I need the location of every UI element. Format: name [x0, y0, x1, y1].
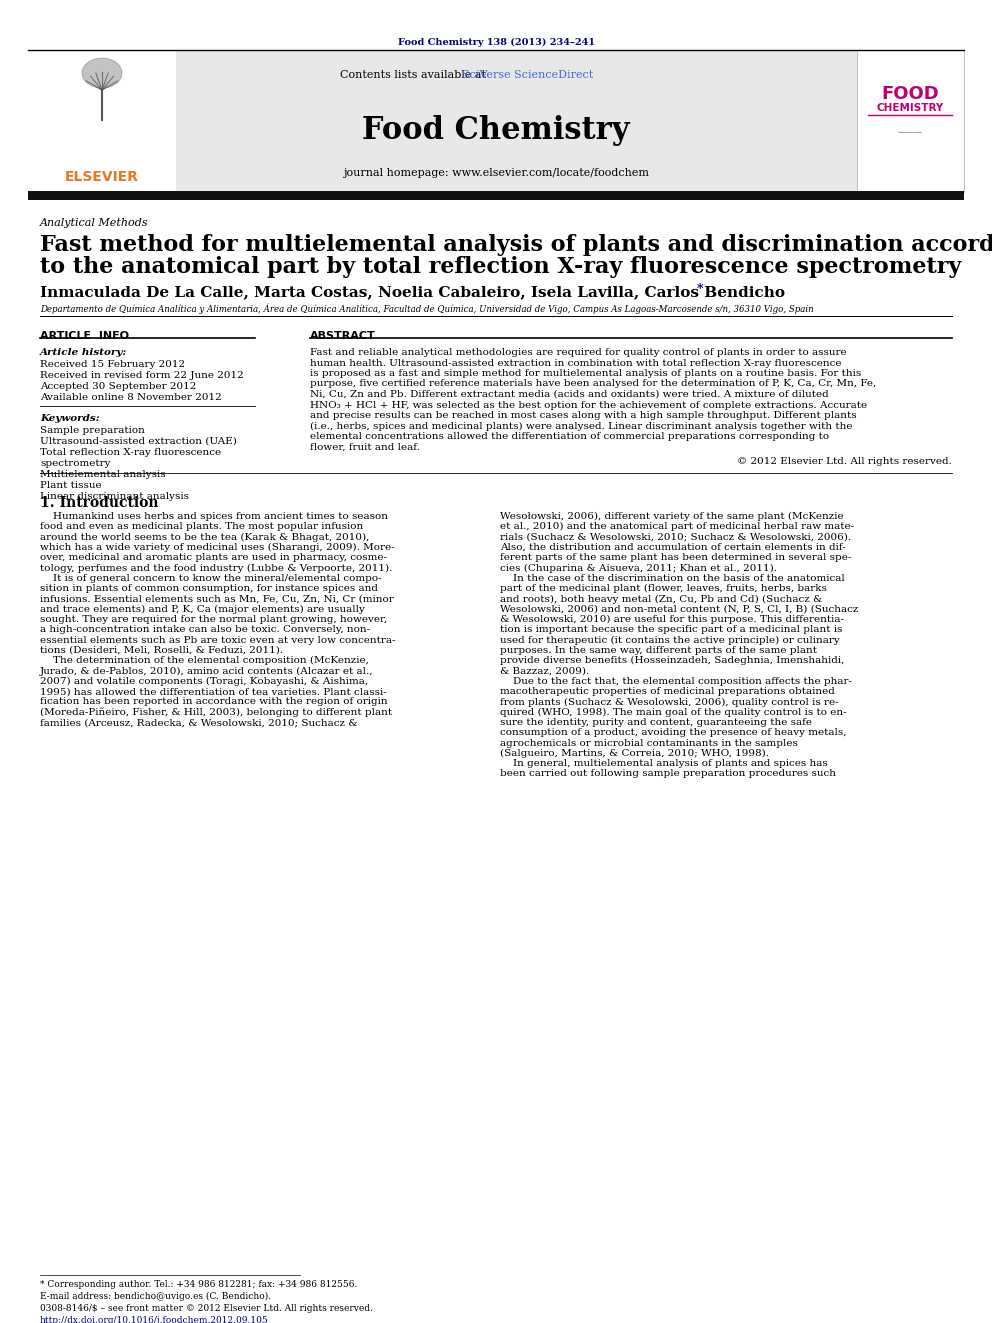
Text: (Salgueiro, Martins, & Correia, 2010; WHO, 1998).: (Salgueiro, Martins, & Correia, 2010; WH… — [500, 749, 769, 758]
Text: is proposed as a fast and simple method for multielemental analysis of plants on: is proposed as a fast and simple method … — [310, 369, 861, 378]
Text: Available online 8 November 2012: Available online 8 November 2012 — [40, 393, 222, 402]
Text: sure the identity, purity and content, guaranteeing the safe: sure the identity, purity and content, g… — [500, 718, 812, 728]
Text: consumption of a product, avoiding the presence of heavy metals,: consumption of a product, avoiding the p… — [500, 728, 846, 737]
Text: provide diverse benefits (Hosseinzadeh, Sadeghnia, Imenshahidi,: provide diverse benefits (Hosseinzadeh, … — [500, 656, 844, 665]
Text: Jurado, & de-Pablos, 2010), amino acid contents (Alcazar et al.,: Jurado, & de-Pablos, 2010), amino acid c… — [40, 667, 374, 676]
Text: Analytical Methods: Analytical Methods — [40, 218, 149, 228]
Text: http://dx.doi.org/10.1016/j.foodchem.2012.09.105: http://dx.doi.org/10.1016/j.foodchem.201… — [40, 1316, 269, 1323]
Text: et al., 2010) and the anatomical part of medicinal herbal raw mate-: et al., 2010) and the anatomical part of… — [500, 523, 854, 532]
Text: E-mail address: bendicho@uvigo.es (C. Bendicho).: E-mail address: bendicho@uvigo.es (C. Be… — [40, 1293, 271, 1301]
Text: spectrometry: spectrometry — [40, 459, 110, 468]
Text: flower, fruit and leaf.: flower, fruit and leaf. — [310, 442, 420, 451]
Text: Article history:: Article history: — [40, 348, 127, 357]
Text: The determination of the elemental composition (McKenzie,: The determination of the elemental compo… — [40, 656, 369, 665]
Text: Inmaculada De La Calle, Marta Costas, Noelia Cabaleiro, Isela Lavilla, Carlos Be: Inmaculada De La Calle, Marta Costas, No… — [40, 284, 785, 299]
Text: quired (WHO, 1998). The main goal of the quality control is to en-: quired (WHO, 1998). The main goal of the… — [500, 708, 846, 717]
Text: part of the medicinal plant (flower, leaves, fruits, herbs, barks: part of the medicinal plant (flower, lea… — [500, 583, 827, 593]
Text: and trace elements) and P, K, Ca (major elements) are usually: and trace elements) and P, K, Ca (major … — [40, 605, 365, 614]
Text: *: * — [697, 283, 703, 296]
Text: families (Arceusz, Radecka, & Wesolowski, 2010; Suchacz &: families (Arceusz, Radecka, & Wesolowski… — [40, 718, 357, 728]
Text: Fast method for multielemental analysis of plants and discrimination according: Fast method for multielemental analysis … — [40, 234, 992, 255]
Text: been carried out following sample preparation procedures such: been carried out following sample prepar… — [500, 770, 836, 778]
Text: CHEMISTRY: CHEMISTRY — [876, 103, 943, 112]
Text: In general, multielemental analysis of plants and spices has: In general, multielemental analysis of p… — [500, 759, 827, 769]
Text: Accepted 30 September 2012: Accepted 30 September 2012 — [40, 382, 196, 392]
Text: used for therapeutic (it contains the active principle) or culinary: used for therapeutic (it contains the ac… — [500, 635, 840, 644]
Text: tion is important because the specific part of a medicinal plant is: tion is important because the specific p… — [500, 626, 842, 634]
Text: 2007) and volatile components (Toragi, Kobayashi, & Aishima,: 2007) and volatile components (Toragi, K… — [40, 677, 368, 685]
Ellipse shape — [82, 58, 122, 89]
FancyBboxPatch shape — [28, 191, 964, 200]
Text: rials (Suchacz & Wesolowski, 2010; Suchacz & Wesolowski, 2006).: rials (Suchacz & Wesolowski, 2010; Sucha… — [500, 533, 851, 541]
Text: Ultrasound-assisted extraction (UAE): Ultrasound-assisted extraction (UAE) — [40, 437, 237, 446]
Text: SciVerse ScienceDirect: SciVerse ScienceDirect — [462, 70, 593, 79]
Text: 1995) has allowed the differentiation of tea varieties. Plant classi-: 1995) has allowed the differentiation of… — [40, 687, 387, 696]
Text: infusions. Essential elements such as Mn, Fe, Cu, Zn, Ni, Cr (minor: infusions. Essential elements such as Mn… — [40, 594, 394, 603]
Text: In the case of the discrimination on the basis of the anatomical: In the case of the discrimination on the… — [500, 574, 845, 583]
Text: Due to the fact that, the elemental composition affects the phar-: Due to the fact that, the elemental comp… — [500, 677, 852, 685]
Text: purposes. In the same way, different parts of the same plant: purposes. In the same way, different par… — [500, 646, 817, 655]
Text: food and even as medicinal plants. The most popular infusion: food and even as medicinal plants. The m… — [40, 523, 363, 532]
Text: and roots), both heavy metal (Zn, Cu, Pb and Cd) (Suchacz &: and roots), both heavy metal (Zn, Cu, Pb… — [500, 594, 822, 603]
Text: * Corresponding author. Tel.: +34 986 812281; fax: +34 986 812556.: * Corresponding author. Tel.: +34 986 81… — [40, 1279, 357, 1289]
Text: © 2012 Elsevier Ltd. All rights reserved.: © 2012 Elsevier Ltd. All rights reserved… — [737, 456, 952, 466]
Text: Wesołowski, 2006), different variety of the same plant (McKenzie: Wesołowski, 2006), different variety of … — [500, 512, 843, 521]
Text: Food Chemistry: Food Chemistry — [362, 115, 630, 146]
Text: Multielemental analysis: Multielemental analysis — [40, 470, 166, 479]
Text: Plant tissue: Plant tissue — [40, 482, 101, 490]
Text: around the world seems to be the tea (Karak & Bhagat, 2010),: around the world seems to be the tea (Ka… — [40, 533, 369, 541]
Text: Departamento de Química Analítica y Alimentaria, Área de Química Analítica, Facu: Departamento de Química Analítica y Alim… — [40, 304, 813, 315]
FancyBboxPatch shape — [28, 50, 964, 192]
Text: Received 15 February 2012: Received 15 February 2012 — [40, 360, 186, 369]
Text: fication has been reported in accordance with the region of origin: fication has been reported in accordance… — [40, 697, 388, 706]
Text: cies (Chuparina & Aisueva, 2011; Khan et al., 2011).: cies (Chuparina & Aisueva, 2011; Khan et… — [500, 564, 777, 573]
Text: sition in plants of common consumption, for instance spices and: sition in plants of common consumption, … — [40, 583, 378, 593]
Text: (i.e., herbs, spices and medicinal plants) were analysed. Linear discriminant an: (i.e., herbs, spices and medicinal plant… — [310, 422, 852, 430]
Text: ABSTRACT: ABSTRACT — [310, 331, 376, 341]
Text: & Bazzaz, 2009).: & Bazzaz, 2009). — [500, 667, 589, 676]
Text: ELSEVIER: ELSEVIER — [65, 169, 139, 184]
Text: essential elements such as Pb are toxic even at very low concentra-: essential elements such as Pb are toxic … — [40, 635, 396, 644]
Text: It is of general concern to know the mineral/elemental compo-: It is of general concern to know the min… — [40, 574, 382, 583]
Text: tology, perfumes and the food industry (Lubbe & Verpoorte, 2011).: tology, perfumes and the food industry (… — [40, 564, 393, 573]
Text: Also, the distribution and accumulation of certain elements in dif-: Also, the distribution and accumulation … — [500, 542, 846, 552]
Text: from plants (Suchacz & Wesolowski, 2006), quality control is re-: from plants (Suchacz & Wesolowski, 2006)… — [500, 697, 838, 706]
Text: agrochemicals or microbial contaminants in the samples: agrochemicals or microbial contaminants … — [500, 738, 798, 747]
Text: which has a wide variety of medicinal uses (Sharangi, 2009). More-: which has a wide variety of medicinal us… — [40, 542, 395, 552]
Text: Sample preparation: Sample preparation — [40, 426, 145, 435]
Text: & Wesolowski, 2010) are useful for this purpose. This differentia-: & Wesolowski, 2010) are useful for this … — [500, 615, 844, 624]
Text: 1. Introduction: 1. Introduction — [40, 496, 159, 509]
Text: tions (Desideri, Meli, Roselli, & Feduzi, 2011).: tions (Desideri, Meli, Roselli, & Feduzi… — [40, 646, 283, 655]
Text: Food Chemistry 138 (2013) 234–241: Food Chemistry 138 (2013) 234–241 — [398, 38, 594, 48]
Text: Fast and reliable analytical methodologies are required for quality control of p: Fast and reliable analytical methodologi… — [310, 348, 846, 357]
Text: elemental concentrations allowed the differentiation of commercial preparations : elemental concentrations allowed the dif… — [310, 433, 829, 441]
Text: ferent parts of the same plant has been determined in several spe-: ferent parts of the same plant has been … — [500, 553, 851, 562]
FancyBboxPatch shape — [28, 50, 176, 192]
Text: purpose, five certified reference materials have been analysed for the determina: purpose, five certified reference materi… — [310, 380, 876, 389]
Text: and precise results can be reached in most cases along with a high sample throug: and precise results can be reached in mo… — [310, 411, 857, 419]
Text: Received in revised form 22 June 2012: Received in revised form 22 June 2012 — [40, 370, 244, 380]
Text: Ni, Cu, Zn and Pb. Different extractant media (acids and oxidants) were tried. A: Ni, Cu, Zn and Pb. Different extractant … — [310, 390, 828, 400]
Text: 0308-8146/$ – see front matter © 2012 Elsevier Ltd. All rights reserved.: 0308-8146/$ – see front matter © 2012 El… — [40, 1304, 373, 1312]
Text: FOOD: FOOD — [881, 85, 938, 103]
Text: over, medicinal and aromatic plants are used in pharmacy, cosme-: over, medicinal and aromatic plants are … — [40, 553, 387, 562]
Text: ———: ——— — [898, 128, 923, 138]
Text: HNO₃ + HCl + HF, was selected as the best option for the achievement of complete: HNO₃ + HCl + HF, was selected as the bes… — [310, 401, 867, 410]
Text: to the anatomical part by total reflection X-ray fluorescence spectrometry: to the anatomical part by total reflecti… — [40, 255, 961, 278]
Text: Wesolowski, 2006) and non-metal content (N, P, S, Cl, I, B) (Suchacz: Wesolowski, 2006) and non-metal content … — [500, 605, 858, 614]
Text: Linear discriminant analysis: Linear discriminant analysis — [40, 492, 189, 501]
Text: sought. They are required for the normal plant growing, however,: sought. They are required for the normal… — [40, 615, 387, 624]
Text: macotherapeutic properties of medicinal preparations obtained: macotherapeutic properties of medicinal … — [500, 687, 835, 696]
Text: Keywords:: Keywords: — [40, 414, 99, 423]
Text: (Moreda-Piñeiro, Fisher, & Hill, 2003), belonging to different plant: (Moreda-Piñeiro, Fisher, & Hill, 2003), … — [40, 708, 392, 717]
Text: ARTICLE  INFO: ARTICLE INFO — [40, 331, 129, 341]
Text: human health. Ultrasound-assisted extraction in combination with total reflectio: human health. Ultrasound-assisted extrac… — [310, 359, 841, 368]
Text: Contents lists available at: Contents lists available at — [340, 70, 489, 79]
Text: a high-concentration intake can also be toxic. Conversely, non-: a high-concentration intake can also be … — [40, 626, 370, 634]
FancyBboxPatch shape — [857, 50, 964, 192]
Text: journal homepage: www.elsevier.com/locate/foodchem: journal homepage: www.elsevier.com/locat… — [343, 168, 649, 179]
Text: Humankind uses herbs and spices from ancient times to season: Humankind uses herbs and spices from anc… — [40, 512, 388, 521]
Text: Total reflection X-ray fluorescence: Total reflection X-ray fluorescence — [40, 448, 221, 456]
